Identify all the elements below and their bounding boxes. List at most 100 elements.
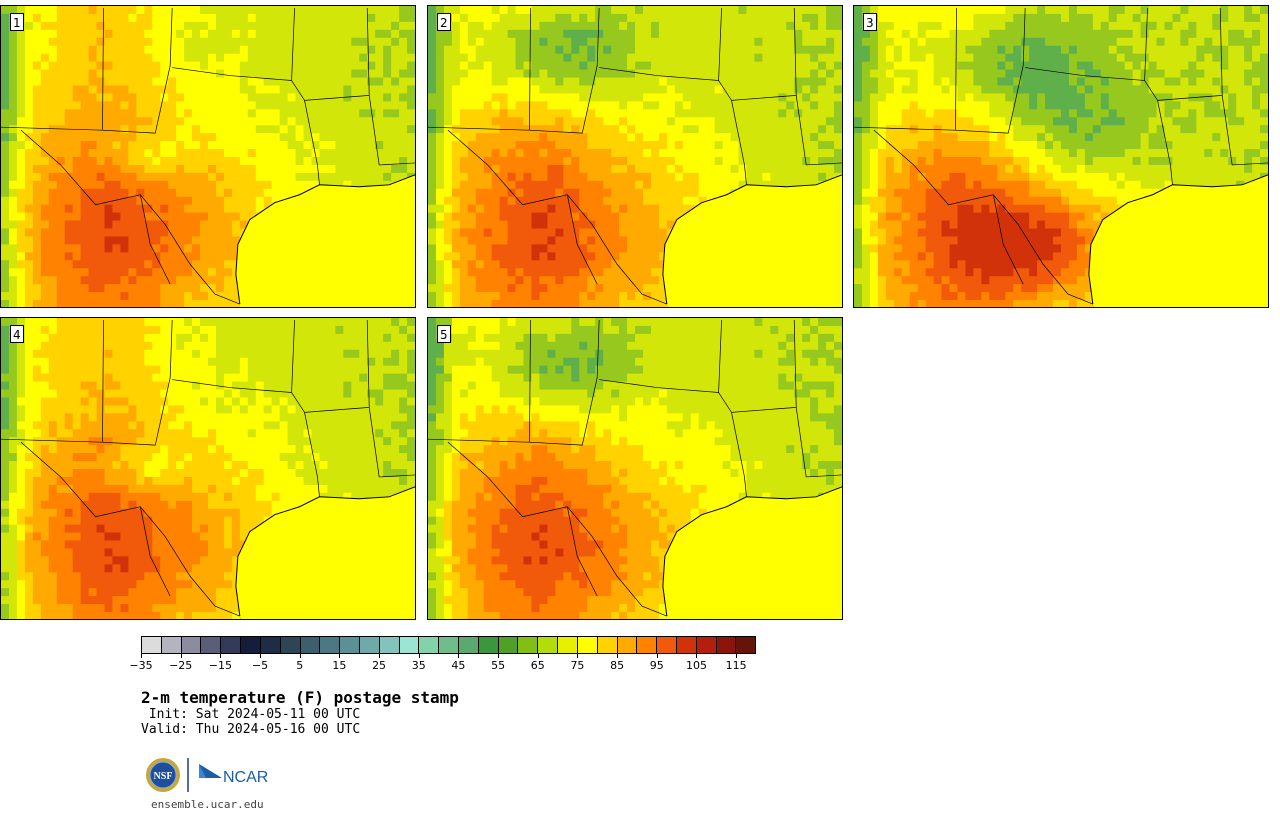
- state-border-line: [172, 319, 295, 393]
- colorbar-segment: [657, 637, 677, 653]
- colorbar-segment: [320, 637, 341, 653]
- state-border-line: [172, 7, 295, 81]
- state-border-line: [599, 7, 722, 81]
- colorbar-segment: [597, 637, 618, 653]
- state-border-line: [955, 7, 1026, 134]
- state-border-line: [102, 7, 173, 134]
- ncar-logo-text: NCAR: [223, 769, 268, 786]
- state-border-line: [20, 441, 240, 617]
- colorbar-segment: [676, 637, 697, 653]
- colorbar-tick: [736, 654, 738, 658]
- colorbar-segment: [359, 637, 380, 653]
- colorbar-segment: [300, 637, 321, 653]
- colorbar-tick: [537, 654, 539, 658]
- state-border-line: [368, 95, 415, 166]
- colorbar-tick-label: 25: [372, 659, 387, 672]
- gulf-of-mexico: [662, 174, 842, 307]
- colorbar-tick: [339, 654, 341, 658]
- coastline: [235, 174, 415, 305]
- nsf-logo-text: NSF: [154, 771, 173, 782]
- colorbar-tick: [617, 654, 619, 658]
- postage-stamp-panel-2: 2: [427, 5, 843, 308]
- temperature-map: [1, 318, 415, 619]
- state-border-line: [102, 319, 173, 446]
- colorbar-tick-label: −15: [208, 659, 232, 672]
- colorbar-tick: [220, 654, 222, 658]
- state-border-line: [599, 319, 722, 393]
- colorbar-tick-label: 115: [725, 659, 747, 672]
- state-border-line: [1, 7, 104, 131]
- colorbar-segment: [459, 637, 479, 653]
- colorbar-segment: [558, 637, 578, 653]
- postage-stamp-panel-4: 4: [0, 317, 416, 620]
- panel-number-label: 4: [10, 325, 24, 343]
- colorbar-segment: [419, 637, 440, 653]
- valid-time: Valid: Thu 2024-05-16 00 UTC: [141, 722, 361, 737]
- state-border-line: [20, 129, 240, 305]
- coastline: [662, 486, 842, 617]
- colorbar-tick: [458, 654, 460, 658]
- coastline: [662, 174, 842, 305]
- colorbar-tick-label: −25: [169, 659, 193, 672]
- colorbar-segment: [498, 637, 519, 653]
- ncar-logo-icon: NCAR: [199, 764, 268, 786]
- sponsor-logos: NSF NCAR: [144, 756, 274, 794]
- colorbar-segment: [617, 637, 638, 653]
- colorbar-segment: [439, 637, 459, 653]
- colorbar-segment: [161, 637, 182, 653]
- state-border-line: [873, 129, 1093, 305]
- init-time: Init: Sat 2024-05-11 00 UTC: [141, 707, 361, 722]
- colorbar-tick: [696, 654, 698, 658]
- state-border-line: [731, 7, 797, 101]
- colorbar-tick-label: 65: [530, 659, 545, 672]
- colorbar-tick: [299, 654, 301, 658]
- colorbar-tick: [141, 654, 142, 658]
- state-border-line: [1025, 7, 1148, 81]
- colorbar-tick: [180, 654, 182, 658]
- panel-number-label: 5: [437, 325, 451, 343]
- postage-stamp-panel-5: 5: [427, 317, 843, 620]
- panel-number-label: 3: [863, 13, 877, 31]
- colorbar-tick-label: 85: [610, 659, 625, 672]
- colorbar-segment: [379, 637, 400, 653]
- colorbar-segment: [399, 637, 420, 653]
- state-border-line: [566, 194, 598, 285]
- colorbar-tick-label: 75: [570, 659, 585, 672]
- colorbar-segment: [577, 637, 598, 653]
- state-border-line: [529, 7, 600, 134]
- colorbar-segment: [696, 637, 717, 653]
- panel-number-label: 2: [437, 13, 451, 31]
- state-border-line: [718, 392, 747, 497]
- coastline: [1088, 174, 1268, 305]
- postage-stamp-panel-1: 1: [0, 5, 416, 308]
- state-border-line: [529, 319, 600, 446]
- state-border-line: [992, 194, 1024, 285]
- coastline: [235, 486, 415, 617]
- colorbar-tick-label: 105: [685, 659, 707, 672]
- colorbar-segment: [201, 637, 222, 653]
- colorbar-tick: [656, 654, 658, 658]
- state-border-line: [139, 194, 171, 285]
- colorbar-segment: [142, 637, 162, 653]
- state-border-line: [566, 506, 598, 597]
- colorbar-segment: [637, 637, 658, 653]
- state-border-line: [795, 407, 842, 478]
- state-border-line: [139, 506, 171, 597]
- colorbar-segment: [241, 637, 261, 653]
- colorbar-segment: [221, 637, 242, 653]
- colorbar-tick-label: 15: [332, 659, 347, 672]
- colorbar-segment: [736, 637, 756, 653]
- colorbar-tick-label: 35: [411, 659, 426, 672]
- colorbar-tick-label: 55: [491, 659, 506, 672]
- website-url: ensemble.ucar.edu: [151, 798, 264, 811]
- gulf-of-mexico: [235, 486, 415, 619]
- postage-stamp-panel-3: 3: [853, 5, 1269, 308]
- colorbar-segment: [280, 637, 301, 653]
- temperature-colorbar: [141, 636, 756, 654]
- colorbar-segment: [716, 637, 737, 653]
- nsf-logo-icon: NSF: [146, 758, 180, 792]
- colorbar-segment: [538, 637, 559, 653]
- colorbar-tick-label: −35: [129, 659, 153, 672]
- state-border-line: [718, 80, 747, 185]
- product-title: 2-m temperature (F) postage stamp: [141, 688, 459, 707]
